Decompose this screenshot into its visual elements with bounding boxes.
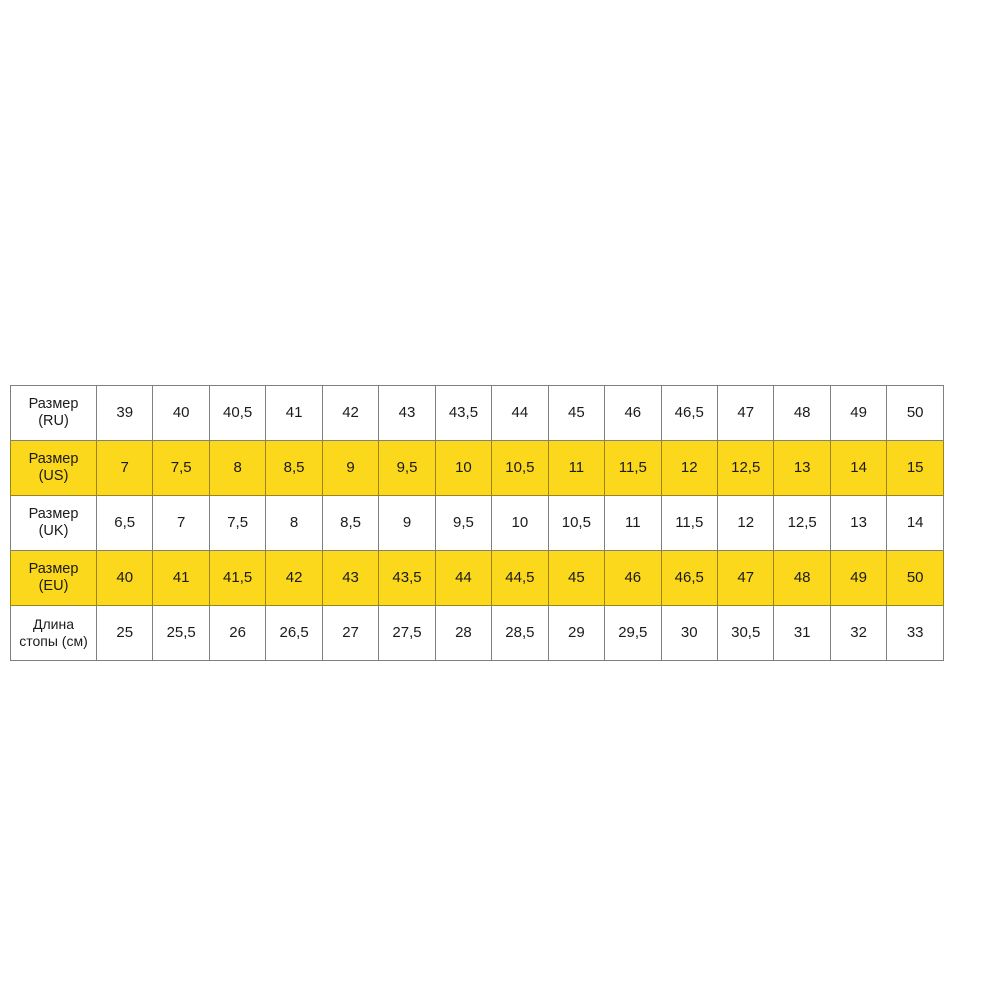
- cell-foot-length-2: 26: [208, 605, 267, 661]
- cell-ru-0: 39: [95, 385, 154, 441]
- cell-uk-4: 8,5: [321, 495, 380, 551]
- row-label-line1: Размер: [28, 505, 79, 522]
- cell-us-8: 11: [547, 440, 606, 496]
- cell-us-7: 10,5: [491, 440, 549, 496]
- cell-us-3: 8,5: [265, 440, 323, 496]
- row-label-line2: (RU): [38, 413, 69, 429]
- cell-foot-length-7: 28,5: [491, 605, 549, 661]
- cell-eu-13: 49: [829, 550, 888, 606]
- cell-us-10: 12: [660, 440, 718, 496]
- cell-uk-8: 10,5: [547, 495, 606, 551]
- cell-uk-7: 10: [491, 495, 549, 551]
- cell-ru-10: 46,5: [660, 385, 718, 441]
- cell-uk-1: 7: [152, 495, 210, 551]
- row-label-line2: (UK): [38, 523, 69, 539]
- cell-foot-length-13: 32: [829, 605, 888, 661]
- cell-uk-5: 9: [378, 495, 436, 551]
- cell-foot-length-1: 25,5: [152, 605, 210, 661]
- cell-uk-12: 12,5: [773, 495, 831, 551]
- cell-us-2: 8: [208, 440, 267, 496]
- table-row-ru: Размер (RU) 39 40 40,5 41 42 43 43,5 44 45 46 46,5 47…: [10, 385, 944, 441]
- cell-us-12: 13: [773, 440, 831, 496]
- cell-uk-2: 7,5: [208, 495, 267, 551]
- cell-us-0: 7: [95, 440, 154, 496]
- cell-ru-12: 48: [773, 385, 831, 441]
- cell-uk-10: 11,5: [660, 495, 718, 551]
- cell-ru-2: 40,5: [208, 385, 267, 441]
- cell-ru-14: 50: [886, 385, 944, 441]
- table-row-us: Размер (US) 7 7,5 8 8,5 9 9,5 10 10,5 11 11,5 12 12,5…: [10, 440, 944, 496]
- cell-eu-7: 44,5: [491, 550, 549, 606]
- row-label-ru: Размер (RU): [10, 385, 97, 441]
- cell-eu-4: 43: [321, 550, 380, 606]
- cell-foot-length-4: 27: [321, 605, 380, 661]
- cell-ru-1: 40: [152, 385, 210, 441]
- cell-eu-6: 44: [434, 550, 493, 606]
- cell-eu-2: 41,5: [208, 550, 267, 606]
- row-label-line2: (EU): [38, 578, 69, 594]
- size-chart-body: Размер (RU) 39 40 40,5 41 42 43 43,5 44 45 46 46,5 47…: [10, 385, 944, 661]
- cell-foot-length-9: 29,5: [604, 605, 662, 661]
- cell-ru-7: 44: [491, 385, 549, 441]
- row-label-line1: Длина: [33, 616, 74, 633]
- table-row-uk: Размер (UK) 6,5 7 7,5 8 8,5 9 9,5 10 10,5 11 11,5 12 1…: [10, 495, 944, 551]
- cell-ru-6: 43,5: [434, 385, 493, 441]
- cell-foot-length-6: 28: [434, 605, 493, 661]
- row-label-line1: Размер: [28, 560, 79, 577]
- cell-ru-5: 43: [378, 385, 436, 441]
- row-label-uk: Размер (UK): [10, 495, 97, 551]
- cell-ru-3: 41: [265, 385, 323, 441]
- cell-us-14: 15: [886, 440, 944, 496]
- cell-uk-9: 11: [604, 495, 662, 551]
- cell-foot-length-12: 31: [773, 605, 831, 661]
- cell-eu-10: 46,5: [660, 550, 718, 606]
- cell-eu-9: 46: [604, 550, 662, 606]
- cell-uk-11: 12: [716, 495, 775, 551]
- cell-us-6: 10: [434, 440, 493, 496]
- row-label-line2: стопы (см): [19, 633, 88, 649]
- cell-us-4: 9: [321, 440, 380, 496]
- cell-eu-11: 47: [716, 550, 775, 606]
- cell-eu-8: 45: [547, 550, 606, 606]
- cell-foot-length-8: 29: [547, 605, 606, 661]
- cell-us-13: 14: [829, 440, 888, 496]
- cell-ru-11: 47: [716, 385, 775, 441]
- cell-ru-8: 45: [547, 385, 606, 441]
- cell-foot-length-14: 33: [886, 605, 944, 661]
- cell-uk-6: 9,5: [434, 495, 493, 551]
- table-row-eu: Размер (EU) 40 41 41,5 42 43 43,5 44 44,5 45 46 46,5…: [10, 550, 944, 606]
- cell-us-9: 11,5: [604, 440, 662, 496]
- row-label-eu: Размер (EU): [10, 550, 97, 606]
- cell-eu-5: 43,5: [378, 550, 436, 606]
- cell-uk-3: 8: [265, 495, 323, 551]
- cell-foot-length-5: 27,5: [378, 605, 436, 661]
- row-label-line1: Размер: [28, 450, 79, 467]
- shoe-size-chart-table: Размер (RU) 39 40 40,5 41 42 43 43,5 44 45 46 46,5 47…: [10, 385, 944, 661]
- cell-eu-14: 50: [886, 550, 944, 606]
- cell-eu-3: 42: [265, 550, 323, 606]
- cell-uk-14: 14: [886, 495, 944, 551]
- row-label-line2: (US): [38, 468, 69, 484]
- cell-foot-length-10: 30: [660, 605, 718, 661]
- cell-foot-length-0: 25: [95, 605, 154, 661]
- cell-foot-length-3: 26,5: [265, 605, 323, 661]
- cell-us-5: 9,5: [378, 440, 436, 496]
- cell-eu-1: 41: [152, 550, 210, 606]
- row-label-foot-length: Длина стопы (см): [10, 605, 97, 661]
- cell-uk-13: 13: [829, 495, 888, 551]
- cell-eu-0: 40: [95, 550, 154, 606]
- cell-foot-length-11: 30,5: [716, 605, 775, 661]
- cell-ru-9: 46: [604, 385, 662, 441]
- cell-us-1: 7,5: [152, 440, 210, 496]
- cell-ru-4: 42: [321, 385, 380, 441]
- row-label-line1: Размер: [28, 395, 79, 412]
- row-label-us: Размер (US): [10, 440, 97, 496]
- cell-us-11: 12,5: [716, 440, 775, 496]
- cell-uk-0: 6,5: [95, 495, 154, 551]
- table-row-foot-length: Длина стопы (см) 25 25,5 26 26,5 27 27,5 28 28,5 2…: [10, 605, 944, 661]
- cell-ru-13: 49: [829, 385, 888, 441]
- cell-eu-12: 48: [773, 550, 831, 606]
